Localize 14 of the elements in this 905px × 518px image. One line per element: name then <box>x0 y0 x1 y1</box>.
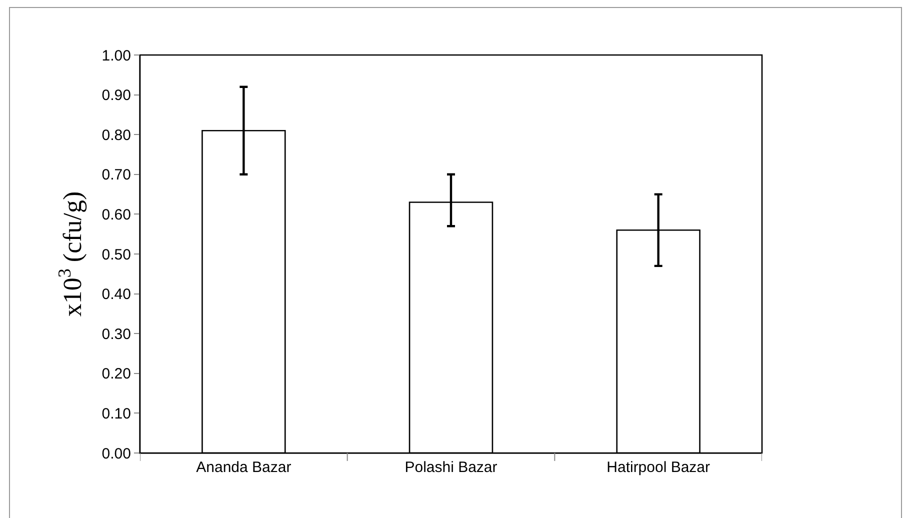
y-tick-label: 0.70 <box>102 166 131 184</box>
y-tick-label: 0.00 <box>102 445 131 462</box>
y-tick-label: 0.10 <box>102 405 131 422</box>
x-tick-label: Ananda Bazar <box>196 459 292 476</box>
y-tick-label: 0.40 <box>102 286 131 304</box>
y-tick-label: 0.50 <box>102 246 131 264</box>
y-tick-label: 0.30 <box>102 326 131 343</box>
y-tick-label: 0.90 <box>102 87 131 104</box>
y-tick-label: 0.20 <box>102 366 131 383</box>
y-tick-label: 0.60 <box>102 206 131 224</box>
y-tick-label: 1.00 <box>102 47 131 64</box>
y-tick-label: 0.80 <box>102 126 131 144</box>
x-tick-label: Polashi Bazar <box>404 459 498 476</box>
x-tick-label: Hatirpool Bazar <box>606 459 710 476</box>
